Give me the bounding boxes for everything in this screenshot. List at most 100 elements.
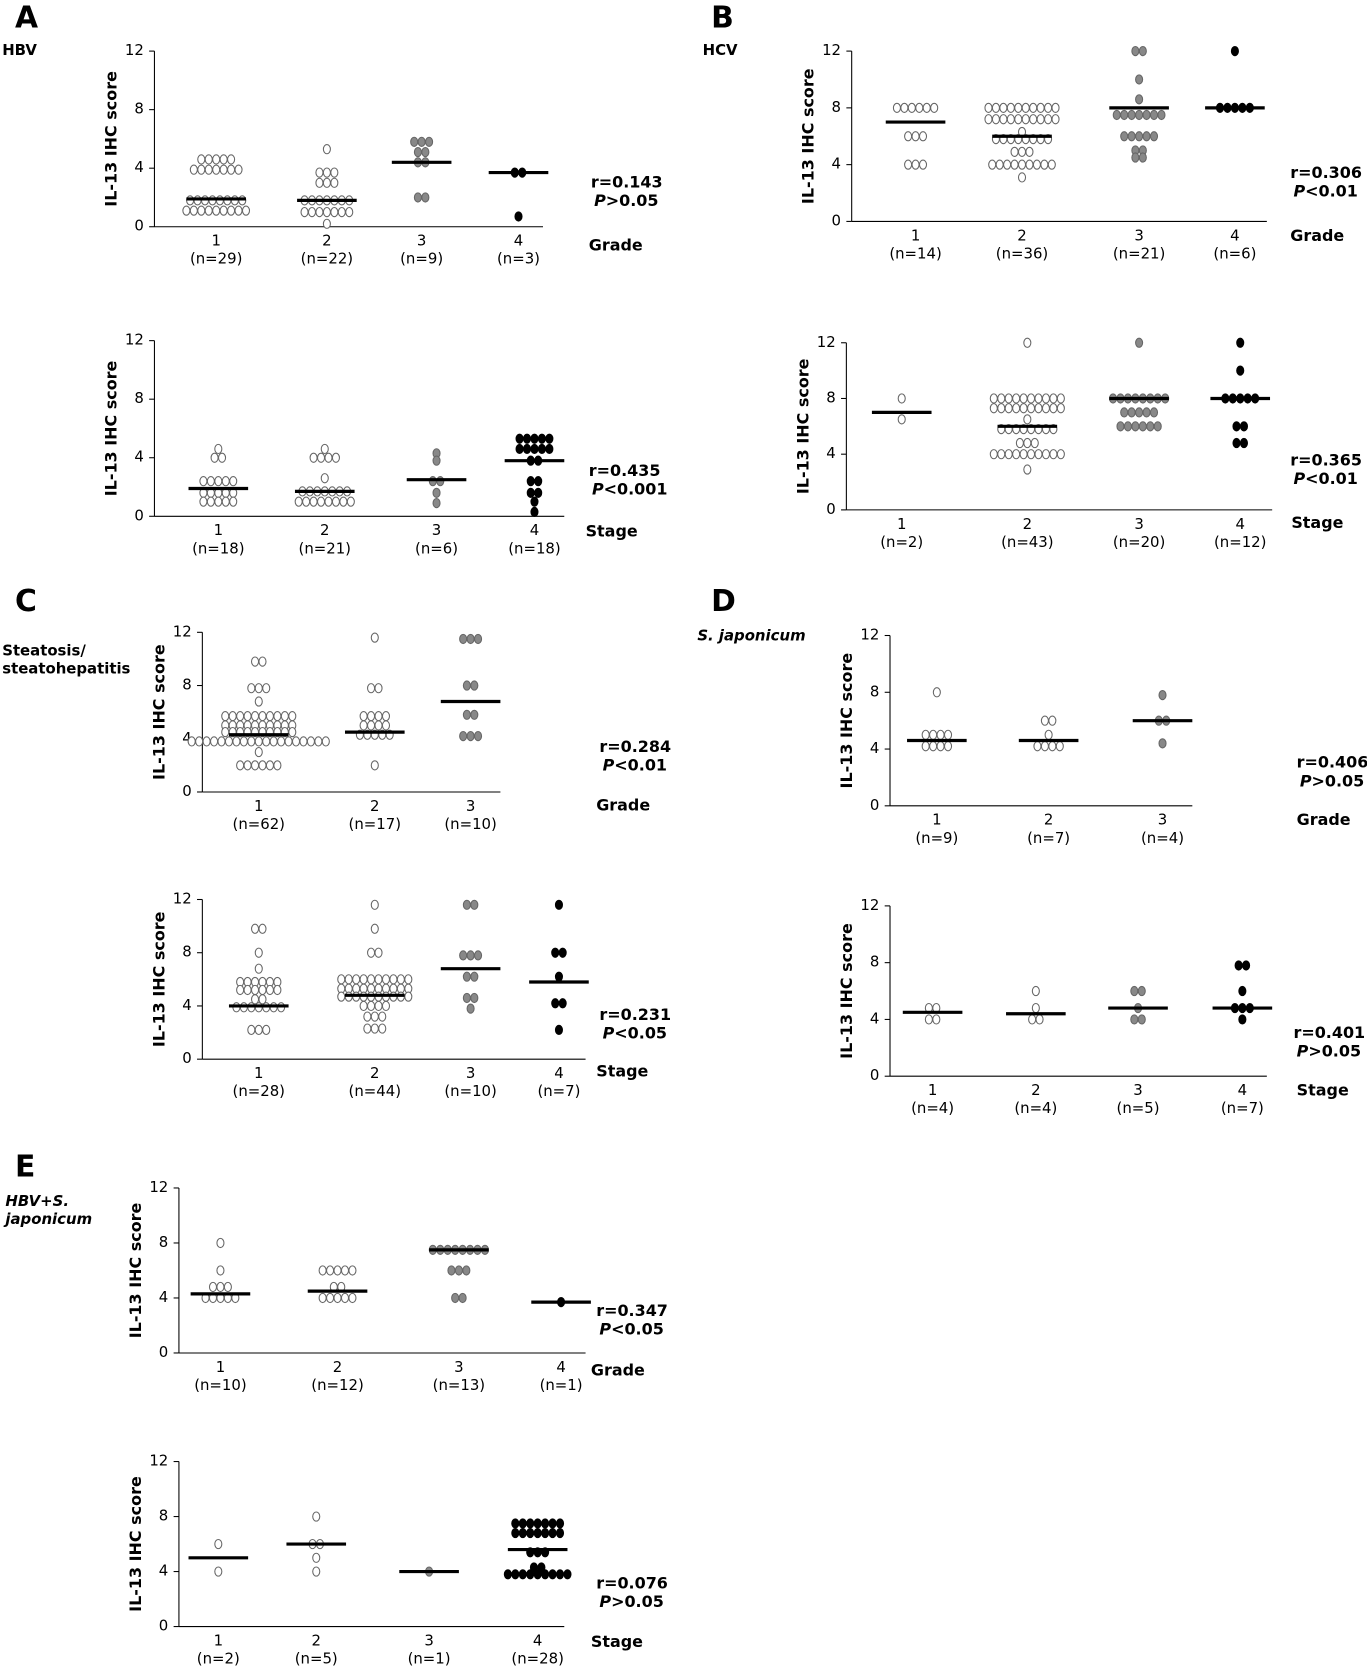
n-label: (n=2) [880, 533, 923, 551]
panel-label: steatohepatitis [2, 660, 130, 678]
dot [474, 633, 483, 645]
dot [1047, 159, 1056, 170]
dot [381, 974, 391, 985]
dot [554, 1024, 563, 1036]
dot [312, 1511, 321, 1522]
y-axis-label: IL-13 IHC score [799, 68, 818, 204]
y-tick-label: 0 [134, 217, 143, 235]
dot [1004, 393, 1013, 404]
dot [1049, 403, 1058, 414]
dot [288, 726, 297, 738]
n-label: (n=1) [408, 1650, 451, 1667]
dot [254, 963, 263, 974]
y-tick-label: 12 [125, 331, 144, 349]
dot [470, 680, 479, 691]
dot [223, 1281, 232, 1293]
y-tick-label: 0 [870, 1066, 879, 1084]
dot [214, 496, 223, 507]
dot [1017, 146, 1027, 157]
dot [197, 205, 206, 216]
panel-letter: D [711, 584, 736, 619]
y-axis-label: IL-13 IHC score [149, 911, 168, 1047]
dot [1138, 152, 1147, 163]
dot [367, 683, 376, 694]
dot [374, 1000, 383, 1012]
dot [997, 403, 1006, 414]
dot [370, 632, 379, 643]
dot [537, 433, 546, 444]
dot [258, 656, 267, 667]
panel-label: HBV [2, 41, 37, 59]
dot [1027, 403, 1036, 414]
dot [214, 1566, 223, 1577]
dot [432, 487, 441, 498]
p-stat: P<0.01 [1293, 181, 1357, 200]
p-rest: >0.05 [611, 1592, 664, 1611]
dot [182, 205, 191, 216]
dot [199, 476, 208, 487]
dot [359, 720, 368, 731]
dot [1034, 393, 1043, 404]
x-tick-label: 1 [254, 797, 263, 815]
dot [1049, 393, 1058, 404]
dot [541, 1569, 550, 1580]
p-stat: P>0.05 [1297, 1041, 1361, 1060]
dot [217, 452, 227, 463]
dot [254, 746, 263, 758]
dot [1028, 1014, 1037, 1025]
dot [900, 102, 909, 113]
dot [254, 683, 263, 694]
dot [324, 496, 333, 507]
dot [526, 476, 535, 487]
dot [339, 496, 348, 507]
r-stat: r=0.076 [596, 1573, 668, 1592]
dot [195, 736, 204, 747]
dot [1035, 1014, 1044, 1025]
dot [462, 1265, 471, 1276]
dot [554, 899, 563, 910]
x-axis-label: Grade [596, 795, 650, 814]
dot [381, 711, 391, 722]
dot [1006, 102, 1015, 113]
dot [389, 974, 398, 985]
dot [1034, 449, 1043, 460]
dot [1056, 393, 1065, 404]
dot [322, 218, 331, 229]
p-letter: P [592, 479, 604, 498]
y-tick-label: 0 [826, 500, 835, 518]
n-label: (n=7) [1027, 829, 1070, 847]
n-label: (n=4) [1014, 1099, 1057, 1117]
dot [1019, 403, 1028, 414]
x-tick-label: 4 [1230, 226, 1239, 244]
dot [1055, 741, 1064, 752]
dot [221, 711, 230, 722]
x-tick-label: 4 [514, 232, 523, 250]
dot [474, 730, 483, 742]
dot [197, 154, 206, 165]
dot [333, 1265, 342, 1276]
dot [221, 496, 230, 507]
dot [462, 899, 471, 910]
dot [212, 205, 221, 216]
dot [1023, 414, 1032, 425]
n-label: (n=9) [400, 250, 443, 268]
dot [381, 1000, 391, 1012]
dot [307, 206, 317, 218]
dot [1040, 741, 1049, 752]
dot [907, 102, 916, 113]
dot [922, 102, 931, 113]
dot [294, 496, 303, 507]
dot [432, 497, 441, 509]
dot [470, 899, 479, 910]
dot [425, 136, 434, 147]
dot [204, 205, 213, 216]
y-tick-label: 8 [159, 1507, 168, 1525]
dot [1137, 1014, 1146, 1025]
dot [548, 1569, 557, 1580]
dot [316, 452, 326, 463]
dot [991, 114, 1000, 125]
dot [381, 720, 391, 731]
dot [522, 443, 532, 455]
dot [239, 736, 248, 747]
